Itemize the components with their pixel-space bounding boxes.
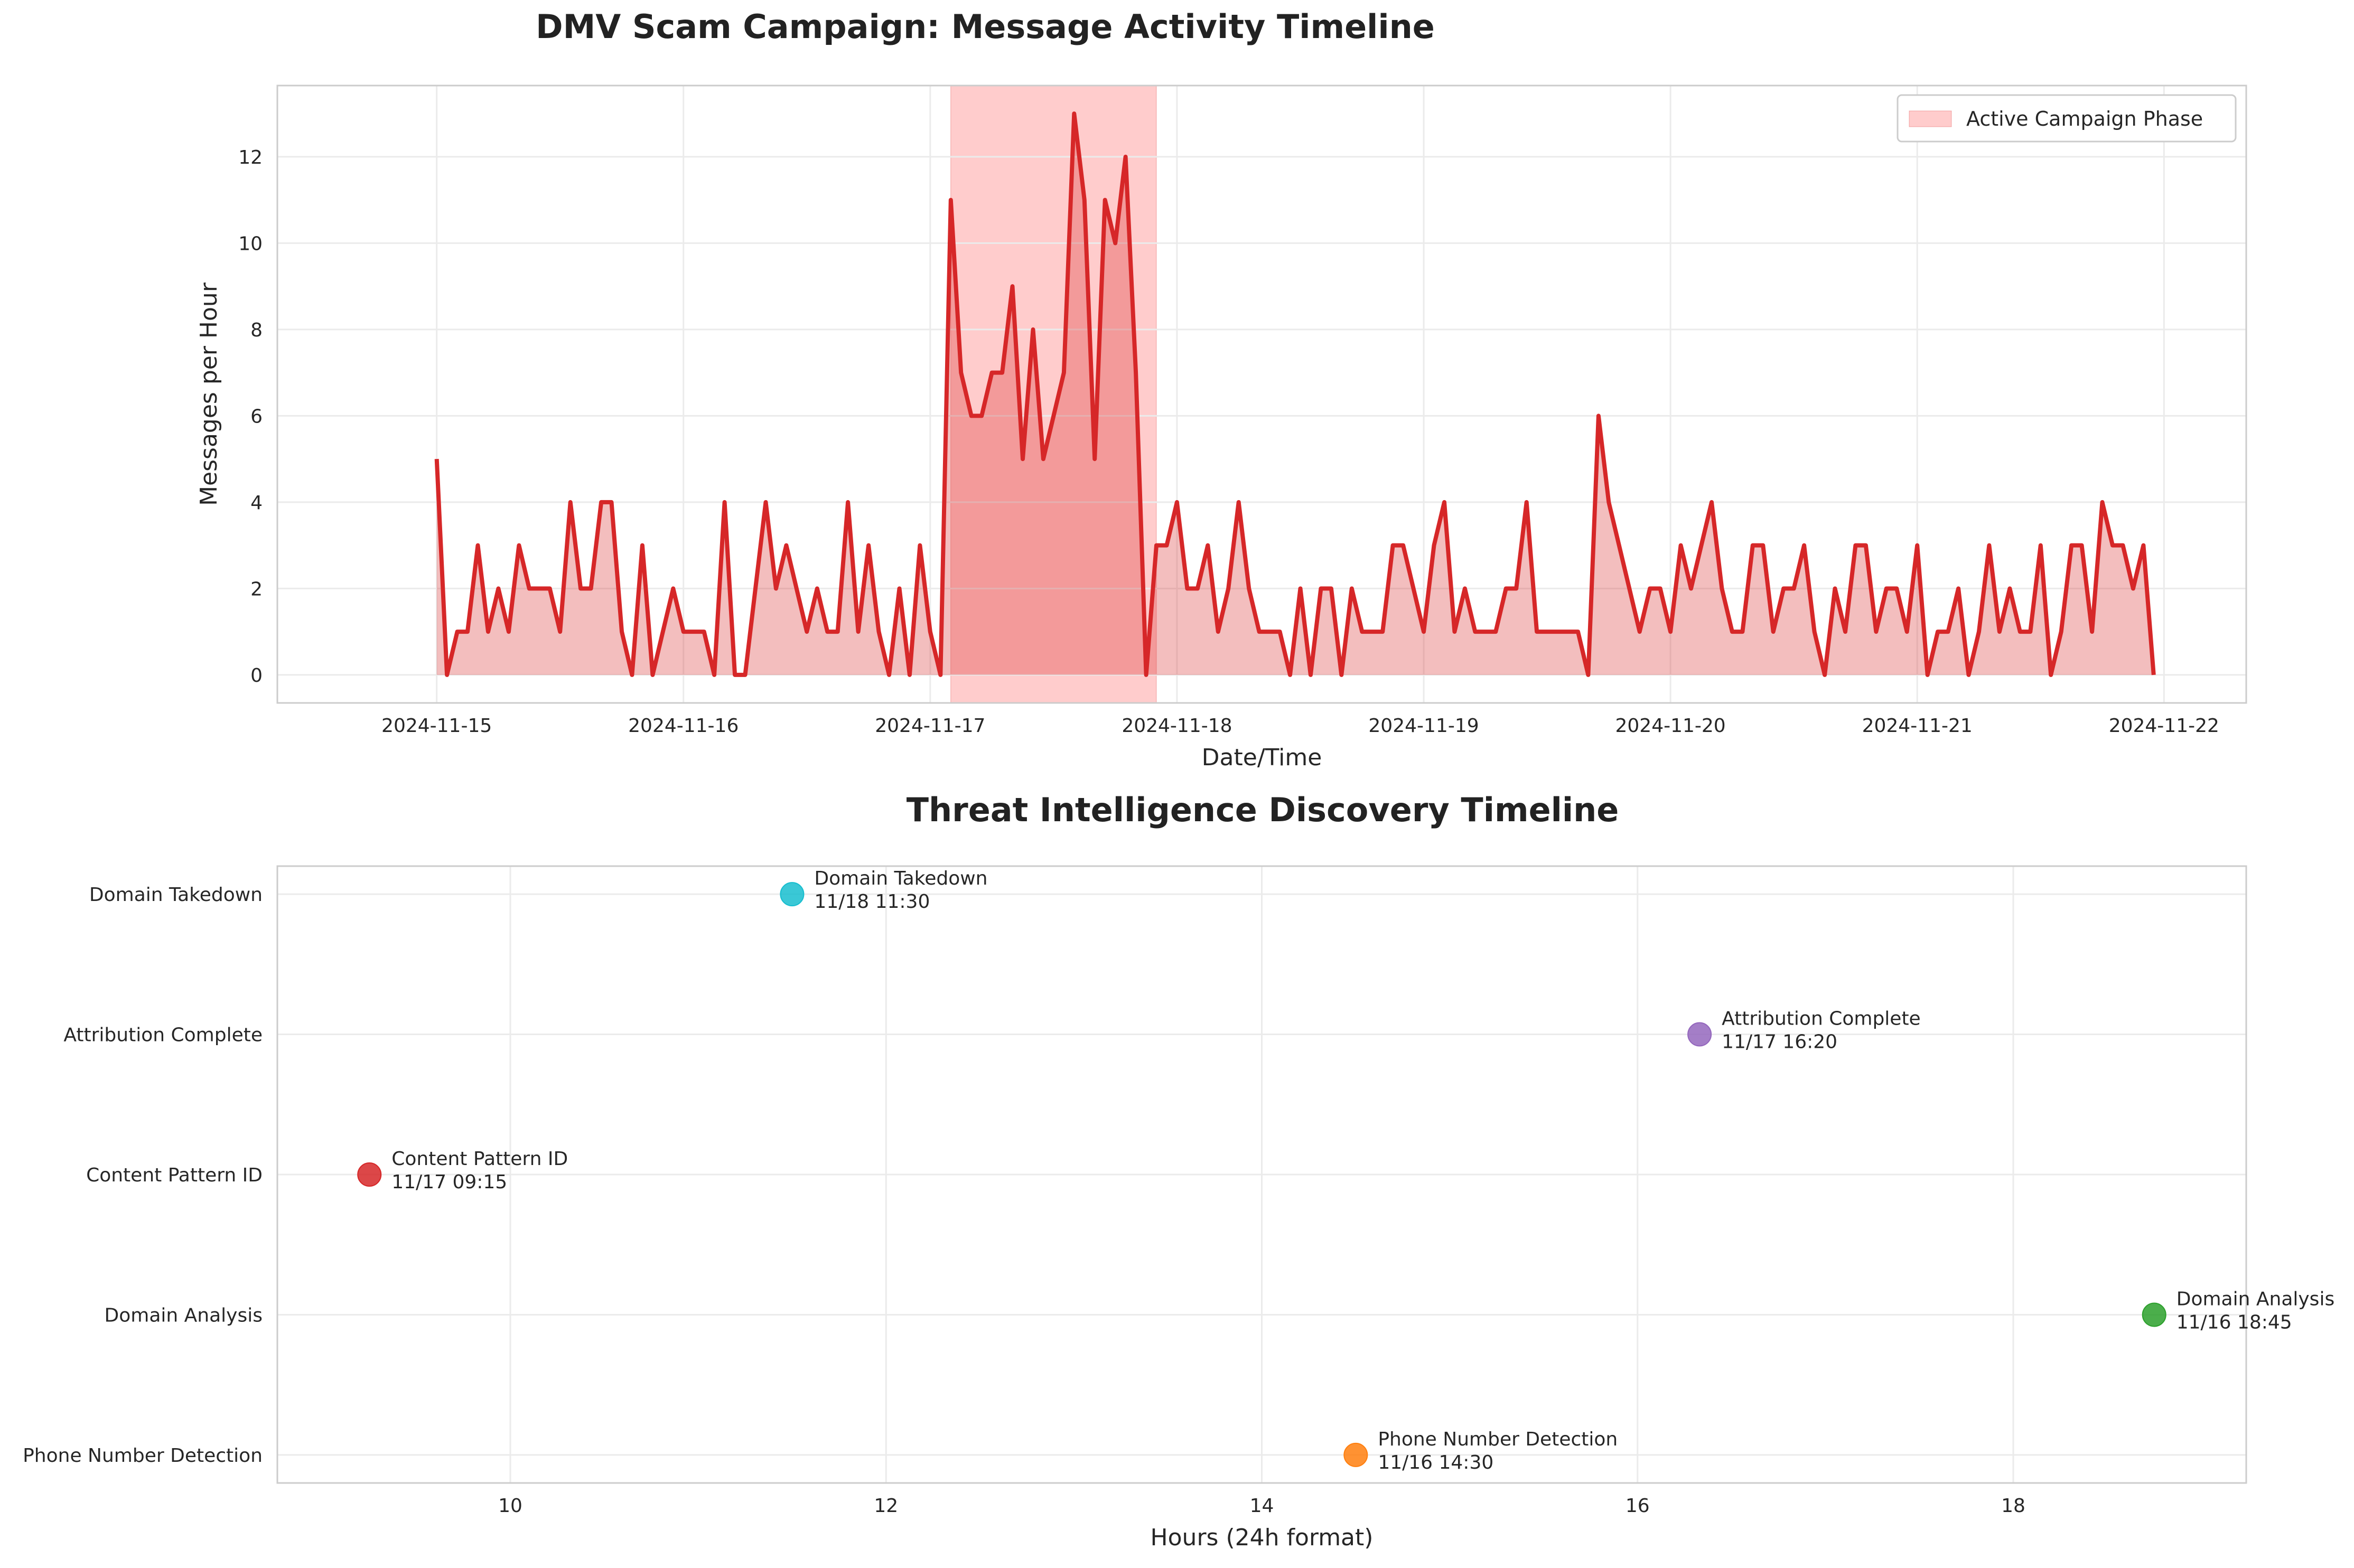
legend-box [1897,94,2237,143]
event-time-label: 11/16 18:45 [2176,1311,2292,1333]
x-tick-label: 2024-11-15 [381,715,492,737]
event-time-label: 11/17 09:15 [391,1171,507,1193]
legend-label: Active Campaign Phase [1966,107,2203,130]
x-tick-label: 16 [1626,1495,1650,1517]
event-name-label: Domain Analysis [2176,1288,2334,1310]
chart-title: DMV Scam Campaign: Message Activity Time… [536,7,1435,46]
y-tick-label: Domain Takedown [89,884,263,906]
y-axis-ticks: 0 2 4 6 8 10 12 [238,147,263,687]
y-tick-label: Phone Number Detection [23,1445,263,1467]
plot-frame [276,84,2247,704]
gridlines [277,86,2246,703]
x-tick-label: 14 [1250,1495,1274,1517]
x-tick-label: 2024-11-18 [1122,715,1232,737]
y-tick-label: 8 [250,320,263,341]
y-tick-label: 2 [250,578,263,600]
message-line [434,111,2156,677]
message-activity-chart: DMV Scam Campaign: Message Activity Time… [195,7,2247,771]
discovery-timeline-chart: Threat Intelligence Discovery Timeline 1… [23,791,2334,1551]
x-tick-label: 2024-11-20 [1615,715,1726,737]
event-name-label: Domain Takedown [814,868,987,889]
x-tick-label: 2024-11-21 [1862,715,1973,737]
y-axis-label: Messages per Hour [195,282,222,506]
event-time-label: 11/18 11:30 [814,891,930,913]
x-axis-ticks: 2024-11-15 2024-11-16 2024-11-17 2024-11-18… [381,715,2219,737]
x-tick-label: 10 [498,1495,522,1517]
y-tick-label: Domain Analysis [105,1304,263,1326]
event-time-label: 11/16 14:30 [1378,1452,1493,1473]
x-tick-label: 2024-11-22 [2109,715,2219,737]
y-tick-label: 12 [238,147,263,168]
event-point [2142,1302,2166,1327]
event-time-label: 11/17 16:20 [1722,1031,1837,1053]
event-point [780,882,805,907]
chart-title: Threat Intelligence Discovery Timeline [907,791,1619,829]
x-axis-label: Hours (24h format) [1151,1524,1374,1551]
y-axis-ticks: Phone Number Detection Domain Analysis Con… [23,884,263,1467]
x-tick-label: 2024-11-19 [1368,715,1479,737]
legend-swatch [1909,110,1952,127]
gridlines [277,866,2246,1483]
plot-frame [276,865,2247,1484]
y-tick-label: Content Pattern ID [86,1165,263,1186]
event-point [1343,1442,1368,1467]
x-tick-label: 2024-11-17 [875,715,985,737]
y-tick-label: 10 [238,233,263,255]
x-axis-ticks: 10 12 14 16 18 [498,1495,2025,1517]
x-tick-label: 12 [874,1495,898,1517]
y-tick-label: 0 [250,665,263,687]
legend: Active Campaign Phase [1897,94,2237,143]
x-tick-label: 2024-11-16 [628,715,739,737]
event-point [357,1162,382,1187]
x-tick-label: 18 [2001,1495,2025,1517]
event-name-label: Content Pattern ID [391,1148,568,1170]
y-tick-label: 6 [250,406,263,427]
event-name-label: Phone Number Detection [1378,1429,1618,1450]
event-name-label: Attribution Complete [1722,1008,1921,1030]
x-axis-label: Date/Time [1202,744,1322,771]
event-point [1687,1022,1712,1047]
y-tick-label: 4 [250,492,263,514]
y-tick-label: Attribution Complete [63,1025,263,1046]
